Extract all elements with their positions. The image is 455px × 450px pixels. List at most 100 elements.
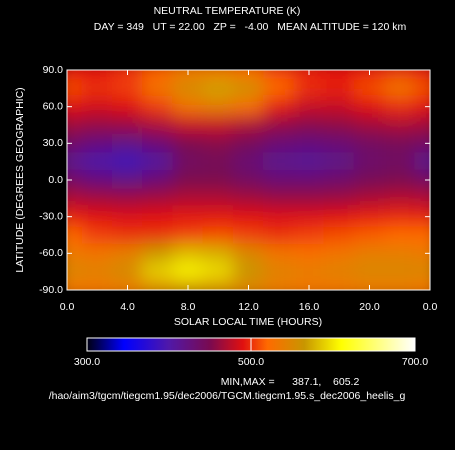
heat-cell — [232, 115, 265, 135]
heat-cell — [323, 97, 355, 117]
heat-cell — [232, 133, 265, 153]
heat-cell — [232, 262, 265, 282]
heat-cell — [142, 152, 174, 172]
colorbar-tick-label: 700.0 — [402, 356, 428, 368]
heat-cell — [263, 133, 295, 153]
heat-cell — [67, 280, 83, 290]
min-max: MIN,MAX = 387.1, 605.2 — [221, 376, 360, 388]
heat-cell — [202, 225, 234, 245]
heat-cell — [323, 280, 355, 290]
heat-cell — [414, 97, 430, 117]
heat-cell — [202, 207, 234, 227]
heat-cell — [202, 115, 234, 135]
heat-cell — [111, 280, 144, 290]
heat-cell — [353, 188, 386, 208]
heat-cell — [67, 170, 83, 190]
heat-cell — [202, 152, 234, 172]
heat-cell — [353, 70, 386, 80]
heat-cell — [232, 97, 265, 117]
heat-cell — [202, 78, 234, 98]
heat-cell — [142, 170, 174, 190]
heat-cell — [172, 225, 204, 245]
heat-cell — [232, 188, 265, 208]
heat-cell — [263, 188, 295, 208]
heat-cell — [67, 78, 83, 98]
heat-cell — [81, 280, 113, 290]
heat-cell — [142, 133, 174, 153]
heat-cell — [384, 70, 416, 80]
heatmap — [67, 70, 430, 290]
heat-cell — [172, 170, 204, 190]
heat-cell — [172, 115, 204, 135]
heat-cell — [263, 243, 295, 263]
heat-cell — [323, 262, 355, 282]
heat-cell — [232, 207, 265, 227]
heat-cell — [293, 262, 325, 282]
heat-cell — [384, 133, 416, 153]
heat-cell — [111, 225, 144, 245]
heat-cell — [142, 70, 174, 80]
heat-cell — [81, 188, 113, 208]
heat-cell — [172, 188, 204, 208]
heat-cell — [263, 207, 295, 227]
heat-cell — [353, 207, 386, 227]
heat-cell — [414, 262, 430, 282]
heat-cell — [263, 152, 295, 172]
heat-cell — [414, 188, 430, 208]
heat-cell — [414, 243, 430, 263]
heat-cell — [293, 207, 325, 227]
heat-cell — [293, 133, 325, 153]
colorbar-tick-label: 500.0 — [238, 356, 264, 368]
heat-cell — [67, 243, 83, 263]
heat-cell — [202, 133, 234, 153]
heat-cell — [142, 262, 174, 282]
heat-cell — [172, 70, 204, 80]
heat-cell — [353, 243, 386, 263]
heat-cell — [202, 170, 234, 190]
heat-cell — [414, 207, 430, 227]
heat-cell — [67, 70, 83, 80]
heat-cell — [384, 115, 416, 135]
heat-cell — [111, 133, 144, 153]
heat-cell — [323, 225, 355, 245]
heat-cell — [111, 262, 144, 282]
heat-cell — [293, 243, 325, 263]
heat-cell — [384, 262, 416, 282]
heat-cell — [353, 225, 386, 245]
heat-cell — [293, 97, 325, 117]
heat-cell — [67, 225, 83, 245]
heat-cell — [172, 97, 204, 117]
heat-cell — [384, 78, 416, 98]
heat-cell — [263, 170, 295, 190]
heat-cell — [142, 78, 174, 98]
y-tick-label: -30.0 — [39, 210, 63, 222]
heat-cell — [353, 115, 386, 135]
heat-cell — [323, 70, 355, 80]
y-tick-label: 0.0 — [48, 174, 63, 186]
heat-cell — [353, 97, 386, 117]
chart-title: NEUTRAL TEMPERATURE (K) — [154, 5, 301, 17]
heat-cell — [353, 280, 386, 290]
heat-cell — [263, 115, 295, 135]
heat-cell — [323, 207, 355, 227]
heat-cell — [232, 280, 265, 290]
heat-cell — [232, 225, 265, 245]
heat-cell — [323, 115, 355, 135]
heat-cell — [81, 207, 113, 227]
heat-cell — [111, 115, 144, 135]
y-tick-label: -90.0 — [39, 284, 63, 296]
x-tick-label: 20.0 — [359, 301, 380, 313]
heat-cell — [353, 262, 386, 282]
heat-cell — [293, 152, 325, 172]
y-tick-label: -60.0 — [39, 247, 63, 259]
colorbar-tick-label: 300.0 — [74, 356, 100, 368]
heat-cell — [172, 262, 204, 282]
x-tick-label: 0.0 — [60, 301, 75, 313]
heatmap-clip — [67, 70, 430, 290]
heat-cell — [81, 115, 113, 135]
heat-cell — [81, 243, 113, 263]
x-tick-label: 16.0 — [299, 301, 320, 313]
heat-cell — [111, 170, 144, 190]
heat-cell — [142, 243, 174, 263]
